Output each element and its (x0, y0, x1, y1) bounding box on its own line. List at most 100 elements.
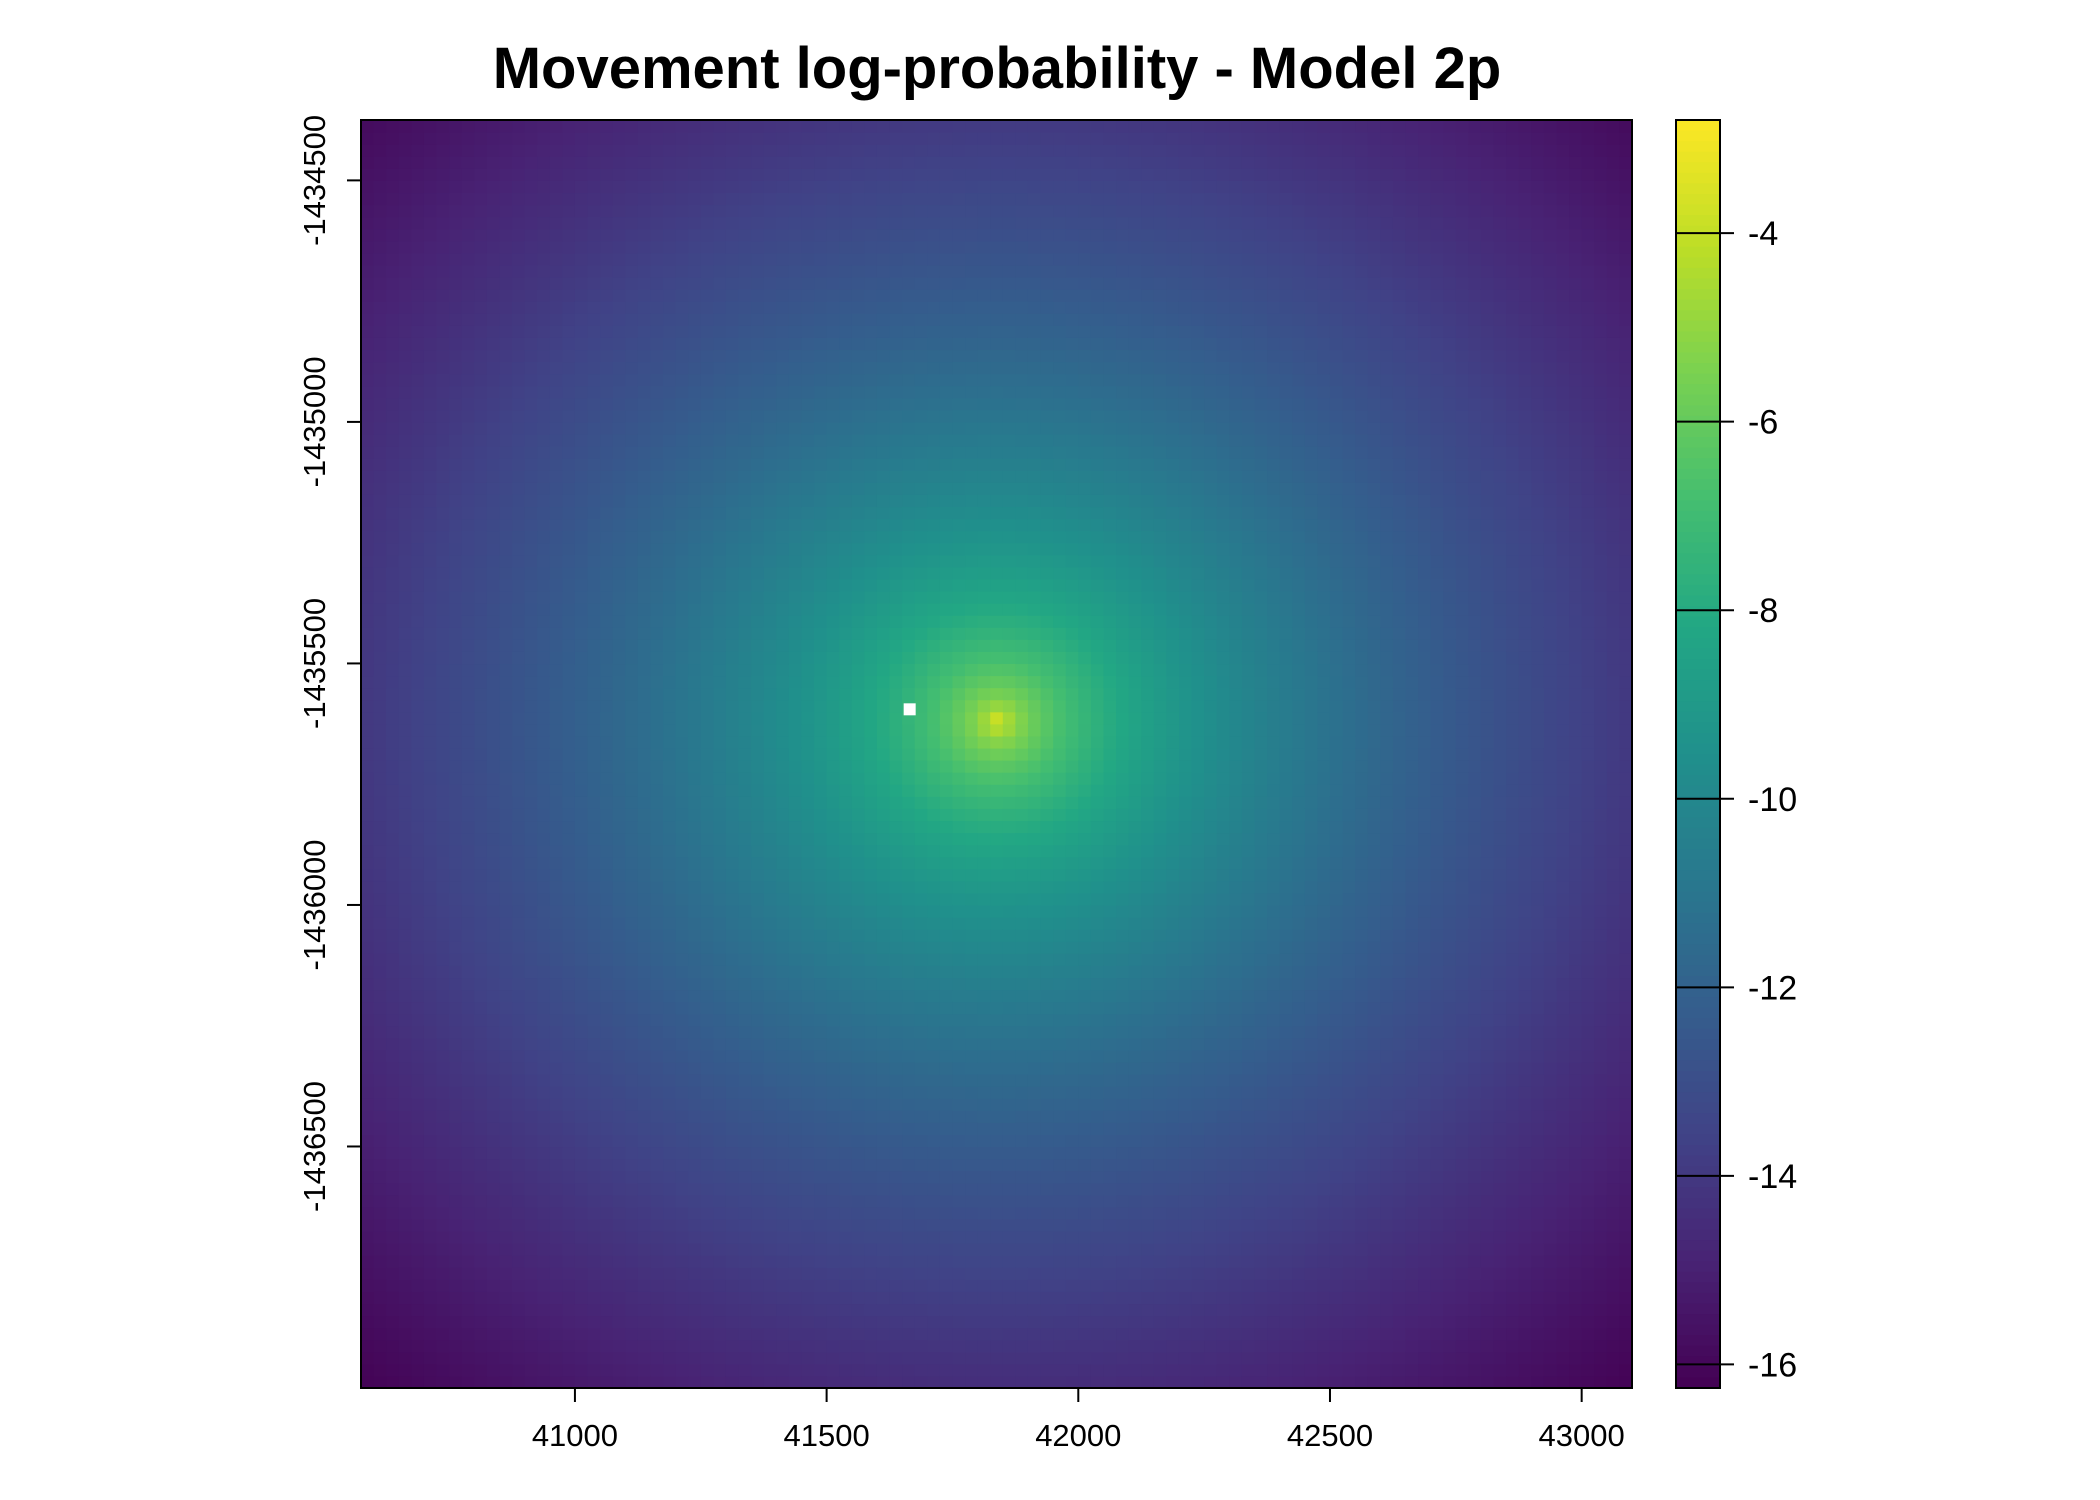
raster-cell (725, 1086, 740, 1099)
raster-cell (700, 132, 714, 145)
raster-cell (474, 904, 488, 918)
raster-cell (549, 1267, 563, 1280)
raster-cell (952, 1013, 966, 1027)
raster-cell (751, 313, 765, 326)
raster-cell (600, 747, 614, 761)
raster-cell (675, 880, 689, 894)
raster-cell (574, 530, 589, 544)
raster-cell (663, 1001, 677, 1015)
raster-cell (361, 844, 375, 858)
raster-cell (864, 1231, 878, 1244)
raster-cell (801, 433, 815, 447)
raster-cell (939, 977, 954, 991)
raster-cell (864, 977, 878, 991)
raster-cell (952, 1074, 966, 1087)
raster-cell (826, 216, 840, 230)
raster-cell (751, 796, 765, 809)
raster-cell (411, 325, 425, 338)
raster-cell (801, 252, 815, 266)
raster-cell (587, 120, 601, 133)
raster-cell (876, 1243, 891, 1256)
raster-cell (612, 385, 626, 399)
raster-cell (814, 289, 828, 302)
raster-cell (587, 325, 601, 338)
raster-cell (549, 808, 563, 822)
raster-cell (386, 953, 400, 966)
raster-cell (549, 687, 563, 701)
raster-cell (499, 530, 513, 544)
raster-cell (398, 1375, 412, 1389)
raster-cell (889, 1327, 903, 1341)
raster-cell (675, 385, 689, 399)
raster-cell (688, 578, 702, 592)
raster-cell (902, 446, 916, 459)
raster-cell (914, 1206, 928, 1220)
raster-cell (625, 192, 639, 206)
raster-cell (524, 917, 538, 930)
raster-cell (398, 977, 412, 991)
raster-cell (600, 578, 614, 592)
raster-cell (423, 409, 438, 423)
raster-cell (851, 120, 865, 133)
raster-cell (600, 252, 614, 266)
raster-cell (423, 373, 438, 387)
raster-cell (902, 1315, 916, 1329)
raster-cell (411, 711, 425, 725)
raster-cell (524, 1303, 538, 1317)
raster-cell (700, 1025, 714, 1039)
raster-cell (499, 989, 513, 1003)
raster-cell (486, 1291, 501, 1305)
raster-cell (600, 1001, 614, 1015)
raster-cell (801, 1158, 815, 1172)
raster-cell (499, 711, 513, 725)
raster-cell (474, 796, 488, 809)
raster-cell (562, 433, 576, 447)
chart-title: Movement log-probability - Model 2p (493, 36, 1502, 101)
raster-cell (423, 132, 438, 145)
raster-cell (876, 1110, 891, 1123)
raster-cell (537, 216, 551, 230)
raster-cell (600, 856, 614, 870)
raster-cell (801, 772, 815, 785)
raster-cell (625, 1037, 639, 1051)
raster-cell (751, 409, 765, 423)
raster-cell (587, 1363, 601, 1377)
raster-cell (914, 832, 928, 846)
raster-cell (801, 361, 815, 375)
raster-cell (411, 723, 425, 737)
raster-cell (738, 506, 752, 520)
raster-cell (461, 832, 475, 846)
raster-cell (549, 518, 563, 532)
raster-cell (625, 385, 639, 399)
raster-cell (864, 397, 878, 411)
raster-cell (952, 1327, 966, 1341)
raster-cell (612, 276, 626, 290)
raster-cell (361, 1170, 375, 1184)
raster-cell (512, 144, 526, 157)
raster-cell (398, 494, 412, 508)
raster-cell (449, 192, 463, 206)
raster-cell (612, 1279, 626, 1292)
raster-cell (423, 953, 438, 966)
raster-cell (675, 1013, 689, 1027)
raster-cell (574, 482, 589, 495)
raster-cell (600, 554, 614, 568)
raster-cell (914, 989, 928, 1003)
raster-cell (486, 506, 501, 520)
raster-cell (952, 904, 966, 918)
raster-cell (889, 276, 903, 290)
raster-cell (436, 1061, 450, 1075)
raster-cell (713, 168, 727, 181)
raster-cell (411, 301, 425, 314)
raster-cell (449, 530, 463, 544)
raster-cell (675, 699, 689, 713)
raster-cell (411, 856, 425, 870)
raster-cell (851, 735, 865, 749)
raster-cell (864, 1206, 878, 1220)
raster-cell (650, 844, 664, 858)
raster-cell (700, 446, 714, 459)
raster-cell (486, 289, 501, 302)
raster-cell (600, 711, 614, 725)
raster-cell (814, 264, 828, 278)
raster-cell (939, 965, 954, 979)
